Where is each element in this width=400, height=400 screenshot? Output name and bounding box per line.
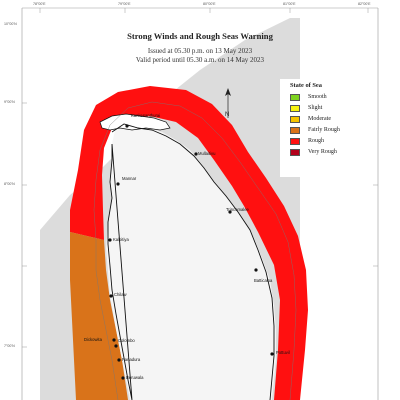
town-marker (116, 182, 120, 186)
graticule-label: 10°00'N (4, 22, 17, 26)
place-label: Colombo (118, 338, 135, 343)
legend-label: Smooth (308, 94, 327, 100)
svg-text:N: N (225, 112, 229, 118)
town-marker (109, 294, 113, 298)
town-marker (117, 358, 121, 362)
graticule-label: 9°00'N (4, 100, 15, 104)
map-title: Strong Winds and Rough Seas Warning (127, 31, 273, 41)
issued-time: Issued at 05.30 p.m. on 13 May 2023 (147, 47, 253, 55)
legend-label: Slight (308, 105, 323, 111)
place-label: Mullaitivu (198, 151, 216, 156)
graticule-label: 82°00'E (358, 2, 371, 6)
place-label: Batticaloa (254, 278, 273, 283)
place-label: Chilaw (114, 292, 127, 297)
legend-item-fairly-rough: Fairly Rough (290, 125, 340, 135)
graticule-ticks (22, 8, 378, 348)
place-label: Kankesanthurai (131, 113, 161, 118)
town-marker (254, 268, 258, 272)
fairly-rough-sea-zone (70, 232, 128, 400)
town-marker (114, 344, 118, 348)
legend-label: Fairly Rough (308, 127, 340, 133)
legend-item-rough: Rough (290, 136, 324, 146)
legend-swatch (290, 137, 300, 145)
legend: State of Sea Smooth Slight Moderate Fair… (280, 79, 354, 177)
graticule-label: 80°00'E (203, 2, 216, 6)
graticule-label: 7°00'N (4, 344, 15, 348)
contour-line-outer (93, 101, 297, 400)
graticule-label: 78°00'E (33, 2, 46, 6)
town-marker (270, 352, 274, 356)
legend-item-slight: Slight (290, 103, 322, 113)
north-arrow: N (225, 88, 231, 118)
town-marker (228, 210, 232, 214)
legend-item-very-rough: Very Rough (290, 147, 337, 157)
place-label: Pottuvil (276, 350, 290, 355)
place-label: Panadura (122, 357, 141, 362)
graticule-label: 8°00'N (4, 182, 15, 186)
legend-swatch (290, 93, 300, 101)
legend-item-smooth: Smooth (290, 92, 327, 102)
rough-sea-zone (70, 86, 308, 400)
place-label: Mannar (122, 176, 137, 181)
town-marker (125, 124, 129, 128)
place-label: Beruwala (126, 375, 144, 380)
legend-label: Moderate (308, 116, 331, 122)
legend-label: Rough (308, 138, 325, 144)
coastline (107, 123, 275, 400)
legend-item-moderate: Moderate (290, 114, 331, 124)
town-marker (108, 238, 112, 242)
legend-label: Very Rough (308, 149, 337, 155)
valid-period: Valid period until 05.30 a.m. on 14 May … (135, 56, 265, 64)
contour-line-west (95, 240, 119, 400)
place-label: Kalpitiya (113, 237, 129, 242)
sri-lanka-landmass (106, 122, 276, 400)
legend-title: State of Sea (290, 82, 322, 89)
legend-swatch (290, 148, 300, 156)
legend-swatch (290, 126, 300, 134)
place-label: Trincomalee (226, 207, 249, 212)
graticule-label: 79°00'E (118, 2, 131, 6)
town-marker (194, 152, 198, 156)
graticule-label: 81°00'E (283, 2, 296, 6)
town-markers (108, 124, 274, 380)
legend-swatch (290, 104, 300, 112)
place-label: Dickowita (84, 337, 102, 342)
town-marker (112, 338, 116, 342)
town-marker (121, 376, 125, 380)
legend-swatch (290, 115, 300, 123)
